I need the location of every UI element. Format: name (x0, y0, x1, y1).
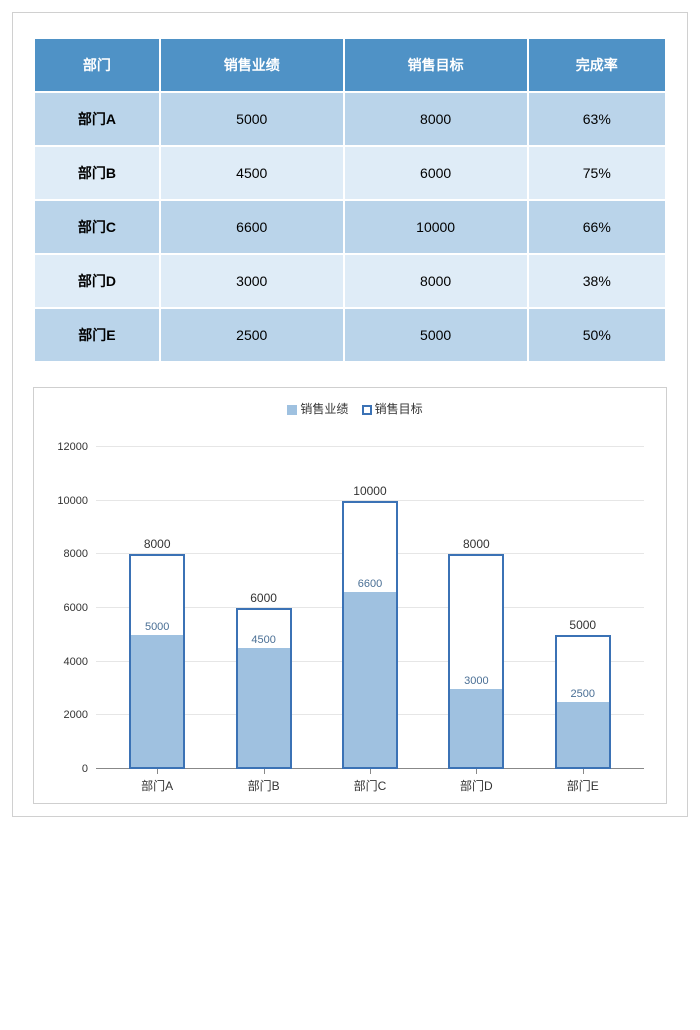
cell-value: 5000 (345, 309, 527, 361)
cell-value: 38% (529, 255, 665, 307)
cell-value: 63% (529, 93, 665, 145)
target-value-label: 8000 (144, 537, 171, 551)
y-axis-label: 12000 (57, 441, 96, 453)
cell-value: 8000 (345, 255, 527, 307)
cell-department: 部门B (35, 147, 159, 199)
col-target: 销售目标 (345, 39, 527, 91)
bar-group: 10000 6600 (339, 447, 401, 769)
col-completion: 完成率 (529, 39, 665, 91)
cell-value: 50% (529, 309, 665, 361)
table-body: 部门A5000800063%部门B4500600075%部门C660010000… (35, 93, 665, 361)
y-axis-label: 2000 (64, 709, 96, 721)
x-axis-label: 部门B (233, 769, 295, 797)
legend-label-actual: 销售业绩 (300, 402, 348, 416)
target-value-label: 8000 (463, 537, 490, 551)
sales-chart: 销售业绩 销售目标 020004000600080001000012000800… (33, 387, 667, 804)
table-header-row: 部门 销售业绩 销售目标 完成率 (35, 39, 665, 91)
chart-plot: 0200040006000800010000120008000500060004… (96, 427, 644, 797)
x-axis-label: 部门E (552, 769, 614, 797)
target-value-label: 10000 (353, 484, 386, 498)
bar-group: 6000 4500 (233, 447, 295, 769)
col-actual: 销售业绩 (161, 39, 343, 91)
bar-actual (129, 635, 185, 769)
legend-swatch-target (362, 405, 372, 415)
y-axis-label: 10000 (57, 495, 96, 507)
cell-value: 8000 (345, 93, 527, 145)
x-axis-label: 部门A (126, 769, 188, 797)
bar-group: 5000 2500 (552, 447, 614, 769)
cell-value: 3000 (161, 255, 343, 307)
bar-group: 8000 3000 (445, 447, 507, 769)
cell-department: 部门A (35, 93, 159, 145)
x-axis-label: 部门D (445, 769, 507, 797)
actual-value-label: 2500 (571, 688, 595, 700)
y-axis-label: 0 (82, 763, 96, 775)
dashboard-panel: 部门 销售业绩 销售目标 完成率 部门A5000800063%部门B450060… (12, 12, 688, 817)
cell-department: 部门C (35, 201, 159, 253)
table-row: 部门D3000800038% (35, 255, 665, 307)
bar-actual (555, 702, 611, 769)
legend-label-target: 销售目标 (375, 402, 423, 416)
actual-value-label: 6600 (358, 578, 382, 590)
cell-department: 部门E (35, 309, 159, 361)
cell-value: 4500 (161, 147, 343, 199)
target-value-label: 5000 (569, 618, 596, 632)
table-row: 部门B4500600075% (35, 147, 665, 199)
chart-legend: 销售业绩 销售目标 (46, 400, 654, 417)
table-row: 部门E2500500050% (35, 309, 665, 361)
cell-value: 66% (529, 201, 665, 253)
table-row: 部门C66001000066% (35, 201, 665, 253)
cell-value: 75% (529, 147, 665, 199)
cell-department: 部门D (35, 255, 159, 307)
chart-plot-area: 0200040006000800010000120008000500060004… (96, 447, 644, 769)
cell-value: 6000 (345, 147, 527, 199)
x-axis-label: 部门C (339, 769, 401, 797)
y-axis-label: 4000 (64, 656, 96, 668)
cell-value: 10000 (345, 201, 527, 253)
bar-actual (448, 689, 504, 770)
actual-value-label: 3000 (464, 675, 488, 687)
cell-value: 5000 (161, 93, 343, 145)
actual-value-label: 4500 (251, 634, 275, 646)
cell-value: 6600 (161, 201, 343, 253)
y-axis-label: 8000 (64, 548, 96, 560)
sales-table: 部门 销售业绩 销售目标 完成率 部门A5000800063%部门B450060… (33, 37, 667, 363)
bar-actual (236, 648, 292, 769)
y-axis-label: 6000 (64, 602, 96, 614)
table-row: 部门A5000800063% (35, 93, 665, 145)
actual-value-label: 5000 (145, 621, 169, 633)
col-department: 部门 (35, 39, 159, 91)
bars-container: 8000 5000 6000 4500 10000 6600 8000 3000 5000 250… (96, 447, 644, 769)
bar-group: 8000 5000 (126, 447, 188, 769)
cell-value: 2500 (161, 309, 343, 361)
target-value-label: 6000 (250, 591, 277, 605)
bar-actual (342, 592, 398, 769)
chart-x-labels: 部门A 部门B 部门C 部门D 部门E (96, 769, 644, 797)
legend-swatch-actual (287, 405, 297, 415)
